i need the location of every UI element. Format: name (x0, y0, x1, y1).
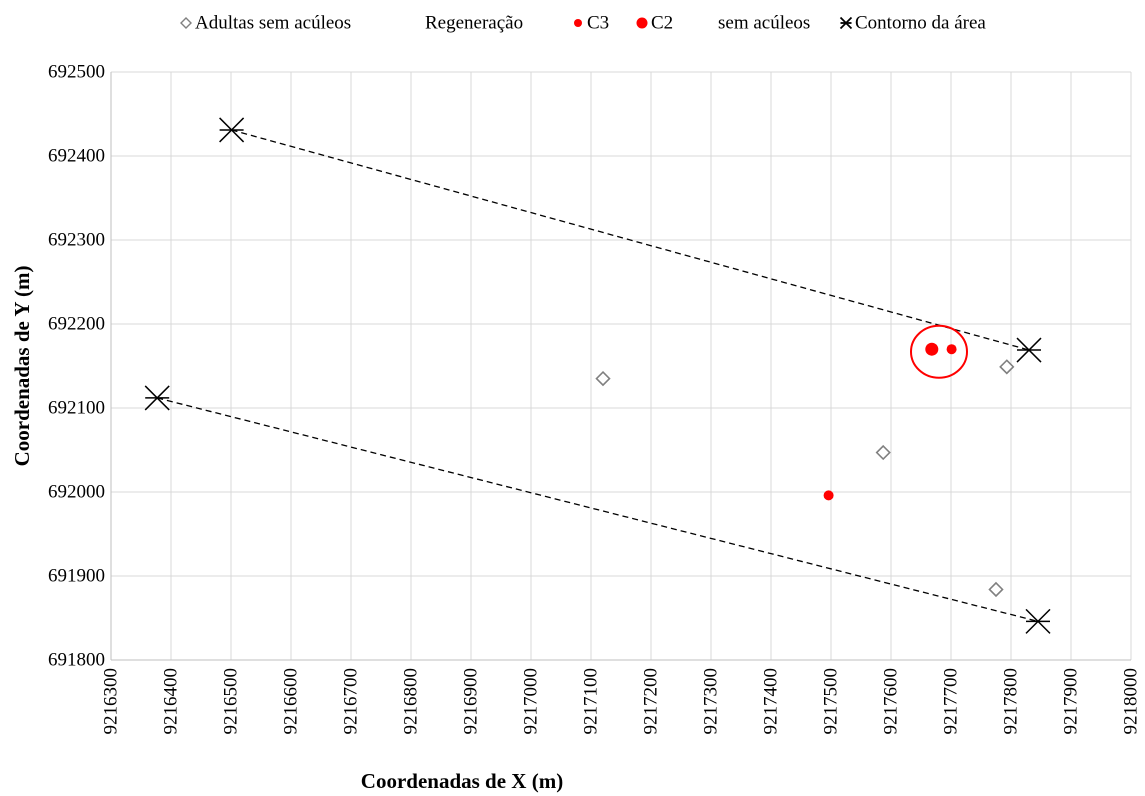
y-tick-label: 692000 (48, 482, 105, 503)
legend-item: Adultas sem acúleos (180, 13, 351, 34)
asterisk-stroke (219, 117, 245, 143)
legend-label: sem acúleos (718, 13, 810, 34)
chart-gridlines (111, 71, 1132, 660)
x-tick-label: 9218000 (1121, 668, 1142, 735)
data-points (144, 117, 1051, 634)
asterisk-stroke (839, 16, 853, 30)
x-tick-label: 9217000 (521, 668, 542, 735)
x-tick-label: 9217500 (821, 668, 842, 735)
legend-label: Regeneração (425, 13, 523, 34)
x-tick-label: 9217600 (881, 668, 902, 735)
y-tick-label: 692200 (48, 314, 105, 335)
x-tick-label: 9217800 (1001, 668, 1022, 735)
asterisk-stroke (1016, 337, 1042, 363)
x-tick-label: 9216900 (461, 668, 482, 735)
legend-marker (636, 17, 648, 29)
x-tick-label: 9217300 (701, 668, 722, 735)
x-tick-label: 9216400 (161, 668, 182, 735)
data-point (1016, 337, 1042, 363)
x-tick-label: 9217100 (581, 668, 602, 735)
x-tick-label: 9216500 (221, 668, 242, 735)
legend-item: C2 (636, 13, 673, 34)
asterisk-stroke (1025, 608, 1051, 634)
data-point (144, 385, 170, 411)
legend-item: sem acúleos (718, 13, 810, 34)
asterisk-stroke (144, 385, 170, 411)
y-tick-label: 692500 (48, 62, 105, 83)
y-tick-label: 692400 (48, 146, 105, 167)
legend-marker (839, 16, 853, 30)
legend-label: C3 (587, 13, 609, 34)
x-tick-label: 9216300 (101, 668, 122, 735)
legend-label: C2 (651, 13, 673, 34)
data-point (999, 359, 1015, 375)
x-tick-label: 9217700 (941, 668, 962, 735)
y-tick-label: 692300 (48, 230, 105, 251)
y-tick-labels: 691800 691900 692000 692100 692200 692300 6924… (48, 62, 105, 671)
x-axis-title: Coordenadas de X (m) (361, 769, 563, 793)
data-point (875, 444, 891, 461)
x-tick-label: 9216600 (281, 668, 302, 735)
chart-legend: Adultas sem acúleos Regeneração C3 C2 sem ac… (180, 13, 986, 34)
data-point (595, 370, 611, 387)
y-tick-label: 692100 (48, 398, 105, 419)
x-tick-label: 9216800 (401, 668, 422, 735)
boundary-dashed-line (231, 129, 1030, 351)
legend-label: Adultas sem acúleos (195, 13, 351, 34)
data-point (925, 342, 939, 356)
legend-item: Contorno da área (839, 13, 986, 34)
x-tick-labels: 9216300 9216400 9216500 9216600 9216700 92168… (101, 668, 1142, 735)
x-tick-label: 9217900 (1061, 668, 1082, 735)
chart-axes (110, 72, 1131, 661)
legend-marker (574, 19, 582, 27)
data-point (946, 344, 957, 355)
data-point (219, 117, 245, 143)
x-tick-label: 9217400 (761, 668, 782, 735)
y-tick-label: 691800 (48, 650, 105, 671)
data-point (1025, 608, 1051, 634)
data-point (823, 490, 834, 501)
legend-item: C3 (574, 13, 609, 34)
y-axis-title: Coordenadas de Y (m) (10, 266, 34, 467)
x-tick-label: 9217200 (641, 668, 662, 735)
highlight-ellipse (910, 324, 968, 379)
boundary-lines (157, 129, 1039, 622)
y-tick-label: 691900 (48, 566, 105, 587)
legend-item: Regeneração (425, 13, 523, 34)
data-point (988, 581, 1004, 598)
x-tick-label: 9216700 (341, 668, 362, 735)
boundary-dashed-line (157, 397, 1039, 622)
legend-label: Contorno da área (855, 13, 986, 34)
legend-marker (180, 17, 192, 29)
chart-annotations (910, 324, 968, 379)
